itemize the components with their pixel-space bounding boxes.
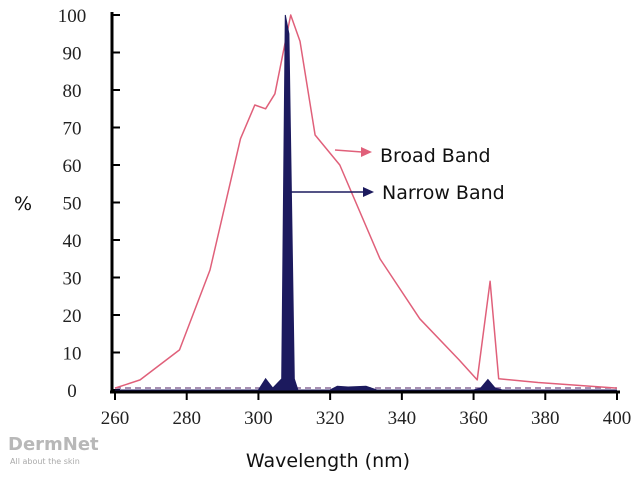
y-tick-label: 0 [67, 381, 77, 402]
y-tick-label: 90 [63, 44, 82, 65]
arrow-icon [363, 187, 374, 197]
x-tick-label: 400 [603, 408, 632, 429]
watermark-name: DermNet [8, 434, 99, 455]
series-layer [114, 14, 618, 391]
dermnet-watermark-text: DermNet All about the skin [8, 434, 99, 466]
watermark-tagline: All about the skin [10, 457, 80, 466]
dermnet-watermark-logo [68, 318, 152, 402]
y-axis-ticks: 0 10 20 30 40 50 60 70 80 90 100 [58, 6, 120, 402]
x-tick-label: 360 [459, 408, 488, 429]
x-tick-label: 280 [172, 408, 201, 429]
annotation-narrow-band: Narrow Band [290, 182, 505, 204]
y-tick-label: 10 [63, 344, 82, 365]
y-tick-label: 20 [63, 306, 82, 327]
y-axis-label: % [14, 193, 32, 215]
y-tick-label: 30 [63, 269, 82, 290]
y-tick-label: 60 [63, 156, 82, 177]
x-axis-ticks: 260 280 300 320 340 360 380 400 [101, 392, 632, 429]
series-narrow-band [115, 14, 617, 391]
x-tick-label: 300 [244, 408, 273, 429]
x-axis-label: Wavelength (nm) [246, 450, 410, 472]
y-tick-label: 100 [58, 6, 87, 27]
x-tick-label: 380 [531, 408, 560, 429]
x-tick-label: 260 [101, 408, 130, 429]
y-tick-label: 50 [63, 194, 82, 215]
y-tick-label: 40 [63, 231, 82, 252]
x-tick-label: 340 [388, 408, 417, 429]
annotation-broad-band: Broad Band [334, 145, 491, 167]
y-tick-label: 70 [63, 119, 82, 140]
y-tick-label: 80 [63, 81, 82, 102]
arrow-icon [361, 147, 372, 157]
annotation-narrow-band-text: Narrow Band [382, 182, 505, 204]
x-tick-label: 320 [316, 408, 345, 429]
series-broad-band [114, 14, 618, 389]
annotation-broad-band-text: Broad Band [380, 145, 491, 167]
